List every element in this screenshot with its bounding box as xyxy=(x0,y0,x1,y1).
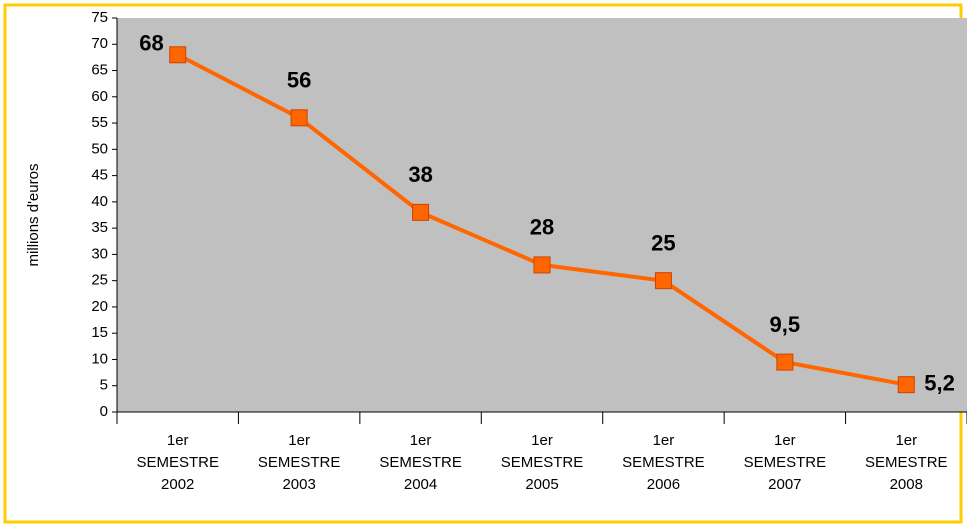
y-axis-label: millions d'euros xyxy=(25,164,42,267)
data-label: 9,5 xyxy=(770,312,801,337)
x-tick-label: SEMESTRE xyxy=(258,454,341,471)
data-label: 56 xyxy=(287,68,311,93)
x-tick-label: 1er xyxy=(895,432,917,449)
marker xyxy=(412,203,430,221)
x-tick-label: 1er xyxy=(531,432,553,449)
y-tick-label: 0 xyxy=(100,403,108,420)
x-tick-label: SEMESTRE xyxy=(865,454,948,471)
x-tick-label: 1er xyxy=(774,432,796,449)
data-label: 5,2 xyxy=(924,370,955,395)
x-tick-label: 2002 xyxy=(161,476,194,493)
x-tick-label: 2007 xyxy=(768,476,801,493)
y-tick-label: 60 xyxy=(91,88,108,105)
x-tick-label: 2004 xyxy=(404,476,437,493)
y-tick-label: 45 xyxy=(91,167,108,184)
x-tick-label: 1er xyxy=(653,432,675,449)
x-tick-label: SEMESTRE xyxy=(501,454,584,471)
marker xyxy=(290,109,308,127)
y-tick-label: 70 xyxy=(91,35,108,52)
data-label: 38 xyxy=(408,162,432,187)
data-label: 25 xyxy=(651,230,675,255)
x-tick-label: 1er xyxy=(410,432,432,449)
y-tick-label: 65 xyxy=(91,62,108,79)
x-tick-label: SEMESTRE xyxy=(622,454,705,471)
marker xyxy=(654,272,672,290)
y-tick-label: 55 xyxy=(91,114,108,131)
marker xyxy=(776,353,794,371)
y-tick-label: 40 xyxy=(91,193,108,210)
data-label: 28 xyxy=(530,215,554,240)
x-tick-label: 1er xyxy=(167,432,189,449)
y-tick-label: 30 xyxy=(91,245,108,262)
marker xyxy=(533,256,551,274)
x-tick-label: 1er xyxy=(288,432,310,449)
x-tick-label: SEMESTRE xyxy=(136,454,219,471)
plot-area xyxy=(117,18,967,412)
x-tick-label: 2005 xyxy=(525,476,558,493)
x-tick-label: SEMESTRE xyxy=(744,454,827,471)
y-tick-label: 10 xyxy=(91,350,108,367)
y-tick-label: 25 xyxy=(91,272,108,289)
y-tick-label: 15 xyxy=(91,324,108,341)
x-tick-label: 2006 xyxy=(647,476,680,493)
y-tick-label: 75 xyxy=(91,9,108,26)
x-tick-label: 2008 xyxy=(890,476,923,493)
data-label: 68 xyxy=(139,31,163,56)
y-tick-label: 5 xyxy=(100,377,108,394)
x-tick-label: 2003 xyxy=(282,476,315,493)
marker xyxy=(897,376,915,394)
y-tick-label: 50 xyxy=(91,140,108,157)
marker xyxy=(169,46,187,64)
x-tick-label: SEMESTRE xyxy=(379,454,462,471)
y-tick-label: 35 xyxy=(91,219,108,236)
y-tick-label: 20 xyxy=(91,298,108,315)
